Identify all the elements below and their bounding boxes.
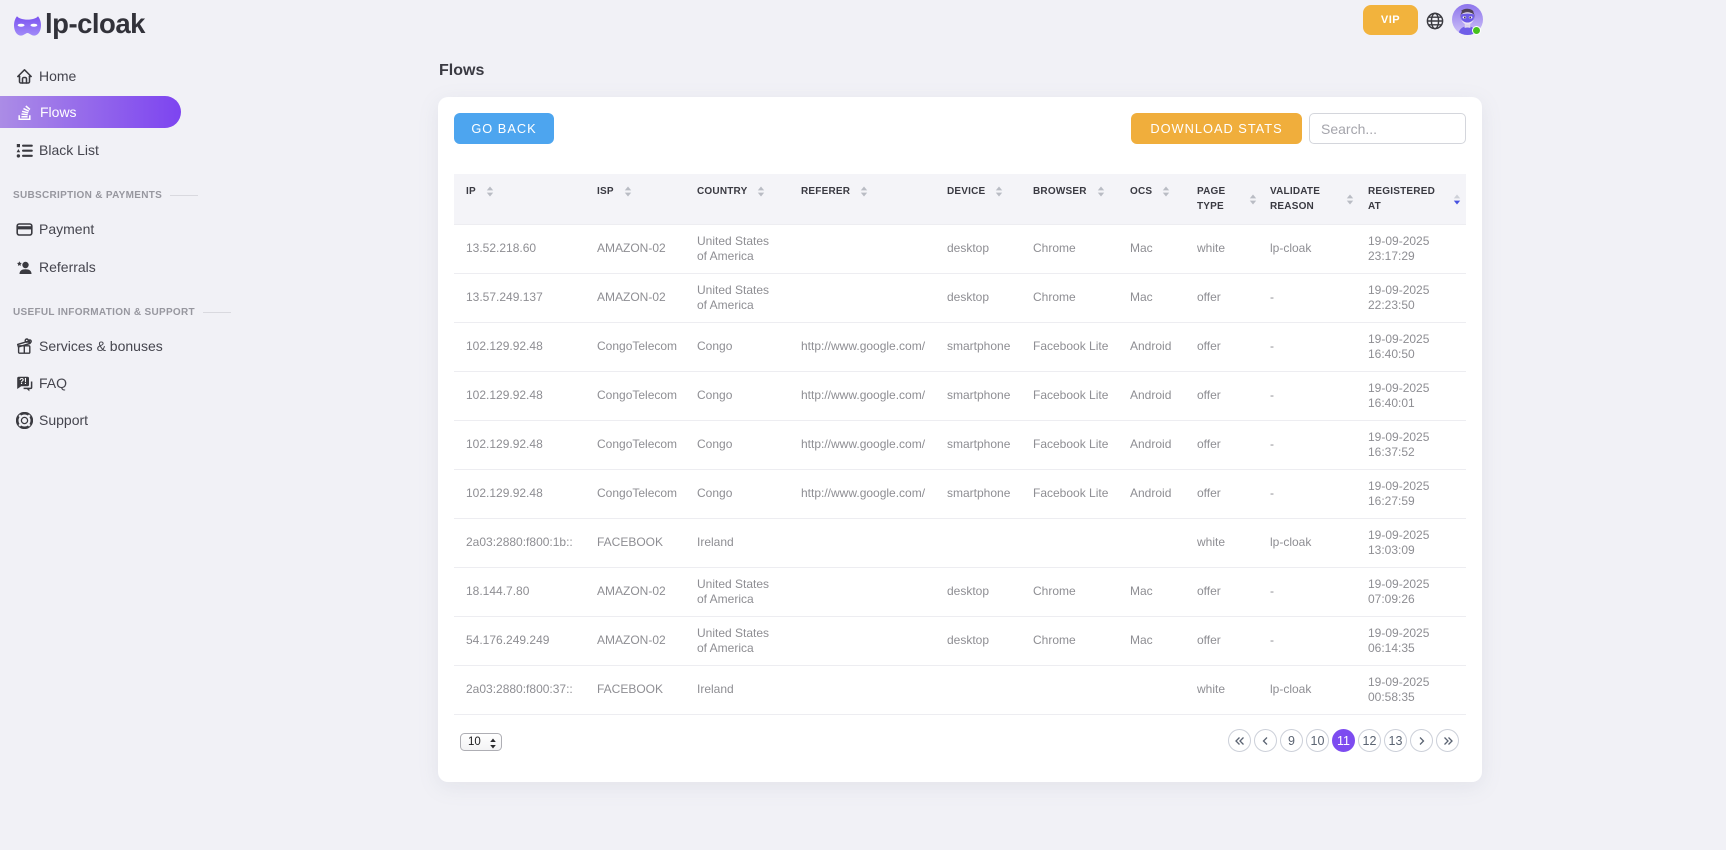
svg-text:?!: ?! xyxy=(19,377,27,386)
